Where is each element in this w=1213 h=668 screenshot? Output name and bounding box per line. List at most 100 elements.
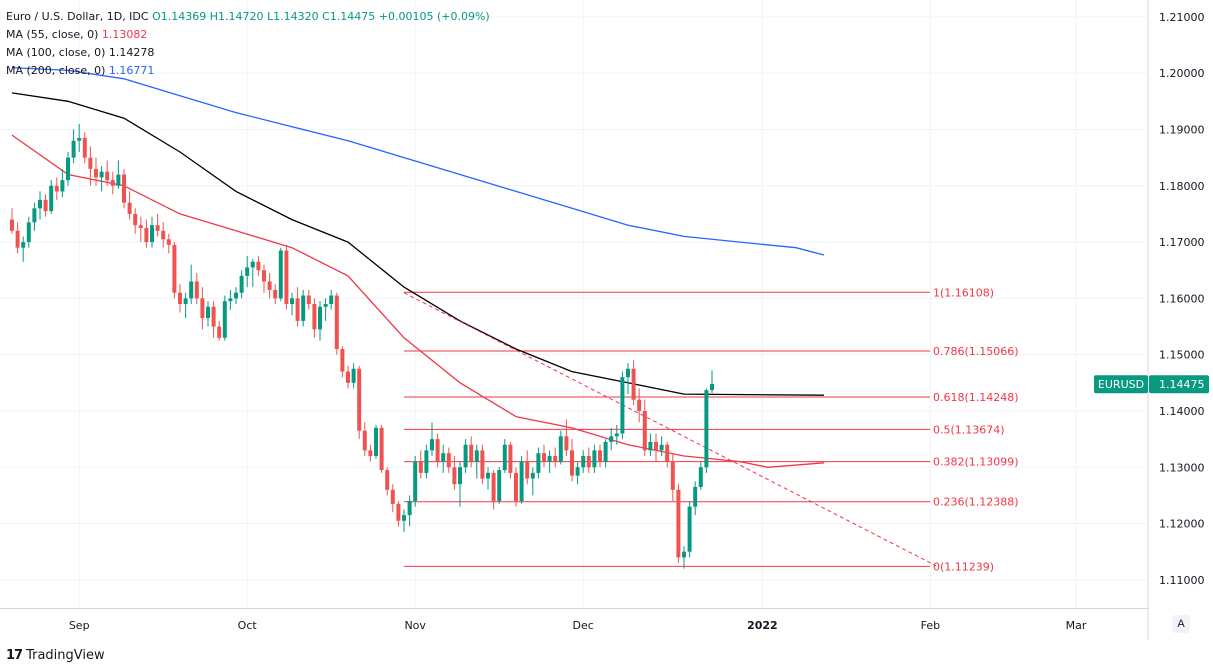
candle bbox=[122, 168, 126, 209]
candle bbox=[172, 242, 177, 299]
candle bbox=[183, 292, 188, 319]
candle bbox=[54, 177, 59, 200]
candle bbox=[362, 422, 367, 456]
candle-body bbox=[82, 137, 87, 158]
legend-ohlc: O1.14369 H1.14720 L1.14320 C1.14475 +0.0… bbox=[152, 10, 490, 23]
candle-body bbox=[463, 444, 468, 468]
auto-scale-button[interactable]: A bbox=[1172, 615, 1190, 633]
candle bbox=[278, 247, 283, 302]
candle-body bbox=[172, 244, 177, 293]
candle-body bbox=[217, 326, 222, 338]
price-tag-value: 1.14475 bbox=[1159, 378, 1205, 391]
candle-body bbox=[222, 301, 227, 338]
candle-body bbox=[32, 208, 37, 223]
candle bbox=[301, 289, 306, 327]
candle bbox=[402, 509, 406, 532]
candle bbox=[284, 244, 289, 310]
candle bbox=[698, 461, 703, 490]
legend-ma100-row[interactable]: MA (100, close, 0) 1.14278 bbox=[6, 44, 490, 62]
y-tick-label: 1.16000 bbox=[1159, 292, 1205, 305]
candle bbox=[32, 202, 37, 231]
candle bbox=[66, 152, 70, 186]
candle-body bbox=[183, 298, 188, 304]
candle bbox=[497, 467, 502, 504]
candle bbox=[659, 436, 664, 456]
candle-body bbox=[323, 304, 328, 307]
candle bbox=[598, 444, 602, 468]
y-tick-label: 1.21000 bbox=[1159, 11, 1205, 24]
tradingview-logo-icon: 17 bbox=[6, 648, 23, 663]
candle-body bbox=[570, 450, 574, 476]
fib-level-label: 0.5(1.13674) bbox=[933, 423, 1005, 436]
candle bbox=[491, 470, 496, 510]
trendline[interactable] bbox=[403, 292, 937, 567]
candle bbox=[228, 289, 233, 310]
candle bbox=[631, 360, 636, 406]
candle-body bbox=[290, 298, 294, 304]
candle-body bbox=[306, 295, 311, 304]
candle bbox=[480, 444, 485, 485]
candle bbox=[620, 371, 625, 440]
candle bbox=[346, 365, 350, 389]
brand-name: TradingView bbox=[26, 648, 105, 663]
candle-body bbox=[693, 486, 698, 507]
candle bbox=[323, 298, 328, 321]
fibonacci-retracement[interactable]: 1(1.16108) 0.786(1.15066) 0.618(1.14248) 0.… bbox=[404, 286, 1019, 573]
candle-body bbox=[340, 349, 345, 372]
candle-body bbox=[379, 427, 384, 471]
candle bbox=[418, 450, 423, 479]
candle-body bbox=[385, 470, 390, 490]
candle bbox=[250, 258, 255, 288]
candle bbox=[693, 481, 698, 516]
candle-body bbox=[547, 456, 552, 462]
candle bbox=[105, 160, 110, 186]
candle bbox=[150, 216, 154, 248]
x-tick-label: Nov bbox=[404, 619, 426, 632]
candle-body bbox=[396, 503, 401, 521]
candle-body bbox=[368, 450, 373, 456]
y-tick-label: 1.15000 bbox=[1159, 349, 1205, 362]
candle bbox=[43, 194, 48, 217]
candle-body bbox=[575, 467, 580, 476]
candle-body bbox=[598, 450, 602, 462]
candle bbox=[245, 256, 250, 288]
candle-body bbox=[189, 281, 194, 299]
moving-averages bbox=[11, 66, 825, 468]
candle bbox=[71, 129, 76, 164]
candle-body bbox=[110, 180, 115, 186]
candle bbox=[553, 447, 558, 468]
candle-body bbox=[710, 383, 714, 391]
legend-ma200-value: 1.16771 bbox=[108, 64, 155, 77]
price-axis[interactable]: 1.21000 1.20000 1.19000 1.18000 1.17000 1.160… bbox=[1159, 11, 1205, 587]
candle-body bbox=[452, 467, 457, 485]
fib-level-label: 0.382(1.13099) bbox=[933, 456, 1019, 469]
legend-ma200-row[interactable]: MA (200, close, 0) 1.16771 bbox=[6, 62, 490, 80]
candle-body bbox=[620, 377, 625, 434]
time-axis[interactable]: SepOctNovDec2022FebMarApr bbox=[69, 619, 1213, 632]
candle-body bbox=[698, 467, 703, 487]
candle-body bbox=[60, 180, 65, 192]
candle bbox=[329, 289, 334, 310]
legend-symbol: Euro / U.S. Dollar, 1D, IDC bbox=[6, 10, 149, 23]
candle-body bbox=[474, 450, 479, 462]
candle bbox=[334, 292, 339, 355]
candle bbox=[385, 467, 390, 496]
fib-level-label: 0(1.11239) bbox=[933, 560, 994, 573]
candle-body bbox=[525, 461, 530, 479]
candle-body bbox=[228, 298, 233, 302]
candle bbox=[413, 456, 418, 507]
candle bbox=[609, 427, 614, 451]
legend-symbol-row[interactable]: Euro / U.S. Dollar, 1D, IDC O1.14369 H1.… bbox=[6, 8, 490, 26]
candle bbox=[144, 219, 149, 248]
candle bbox=[206, 301, 210, 327]
candle-body bbox=[564, 436, 569, 451]
footer-branding[interactable]: 17 TradingView bbox=[6, 648, 105, 663]
legend-ma200-label: MA (200, close, 0) bbox=[6, 64, 106, 77]
ma55-line bbox=[11, 134, 825, 468]
candle bbox=[676, 484, 681, 563]
symbol-tag-label: EURUSD bbox=[1098, 378, 1144, 391]
legend-ma55-row[interactable]: MA (55, close, 0) 1.13082 bbox=[6, 26, 490, 44]
candle-body bbox=[687, 506, 692, 552]
candle bbox=[570, 439, 574, 482]
